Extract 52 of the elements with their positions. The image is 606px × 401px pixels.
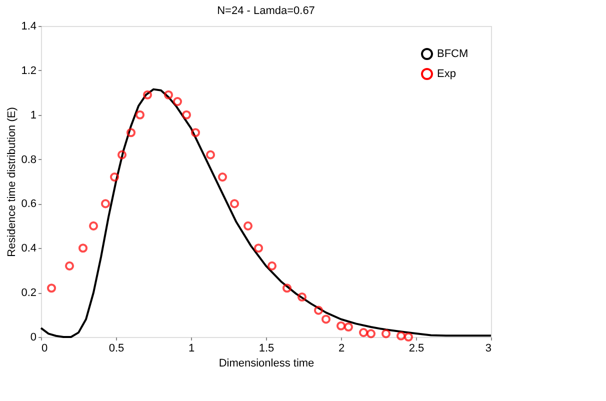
point — [321, 314, 331, 324]
x-tick-label: 0 — [42, 342, 48, 354]
y-tick-label: 1.4 — [21, 20, 36, 32]
point — [336, 321, 346, 330]
y-tick-label: 0.2 — [21, 287, 36, 300]
y-tick-label: 0.6 — [21, 198, 36, 210]
point — [282, 284, 292, 293]
x-tick-label: 2 — [338, 342, 345, 354]
line-series — [40, 88, 492, 338]
point — [64, 261, 74, 270]
point — [100, 199, 110, 208]
x-tick-label: 3 — [485, 342, 492, 354]
point — [358, 328, 368, 338]
x-tick-label: 1.5 — [258, 342, 274, 354]
point — [126, 128, 136, 138]
x-tick-label: 0.5 — [108, 342, 124, 354]
x-axis-title: Dimensionless time — [218, 358, 314, 370]
y-tick-label: 0.8 — [21, 154, 36, 166]
legend-label: Exp — [437, 68, 456, 80]
point — [172, 97, 182, 106]
y-tick-label: 1 — [30, 109, 36, 122]
point — [110, 172, 120, 182]
point — [243, 221, 253, 230]
legend-label: BFCM — [437, 48, 468, 60]
x-tick-label: 2.5 — [408, 342, 424, 354]
chart-title: N=24 - Lamda=0.67 — [217, 5, 315, 17]
point — [267, 261, 277, 270]
point — [230, 199, 240, 208]
point — [164, 90, 174, 100]
x-tick-label: 1 — [188, 342, 195, 354]
point — [366, 329, 376, 338]
point — [254, 244, 264, 253]
point — [182, 110, 192, 120]
y-tick-label: 0 — [30, 332, 36, 344]
y-tick-label: 0.4 — [21, 242, 36, 255]
point — [381, 329, 391, 338]
point — [135, 110, 145, 120]
point — [396, 331, 406, 340]
point — [46, 284, 56, 293]
point — [344, 322, 354, 332]
point — [314, 306, 324, 315]
y-tick-label: 1.2 — [21, 64, 36, 77]
point — [88, 221, 98, 230]
point — [78, 244, 88, 253]
point — [404, 332, 414, 342]
point — [142, 90, 152, 100]
point — [117, 150, 127, 160]
y-axis-title: Residence time distribution (E) — [6, 107, 18, 257]
point — [218, 172, 228, 182]
point — [190, 128, 200, 138]
point — [206, 150, 216, 160]
point — [297, 292, 307, 302]
